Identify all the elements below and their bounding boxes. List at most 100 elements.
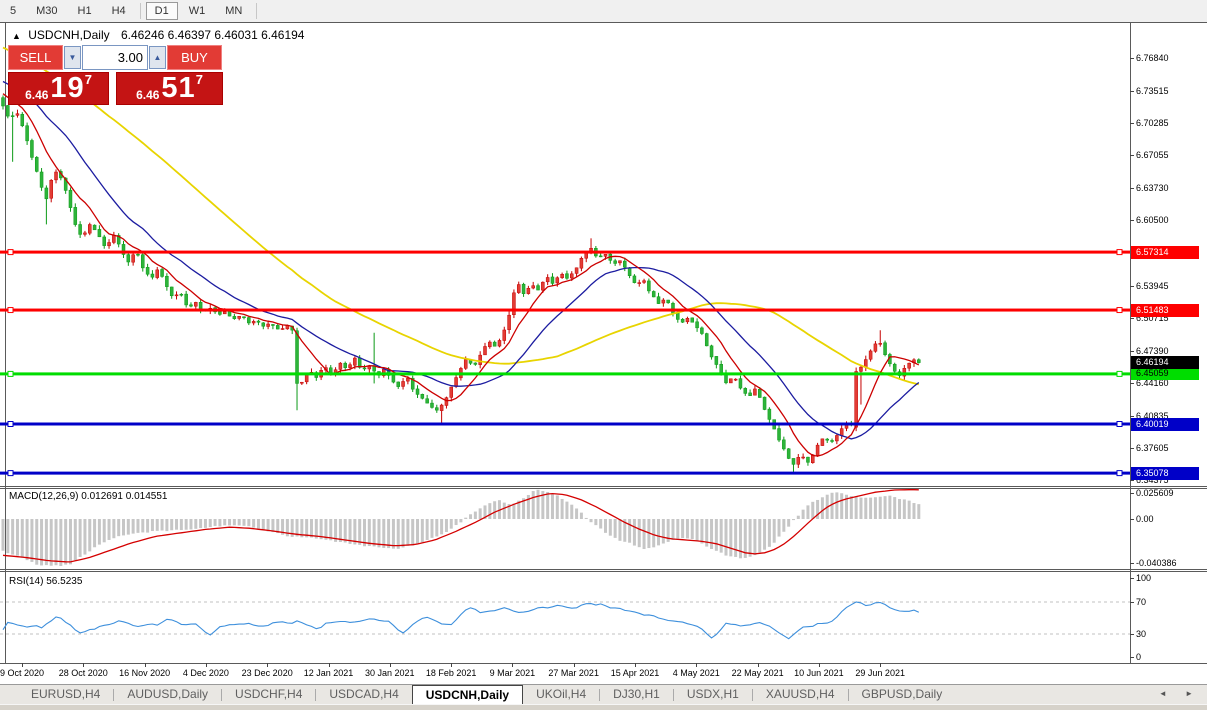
axis-tick-mark bbox=[1130, 634, 1134, 635]
tab-scroll-buttons: ◄ ► bbox=[1159, 689, 1201, 698]
axis-tick-mark bbox=[1130, 657, 1134, 658]
horizontal-level-line[interactable] bbox=[0, 249, 1130, 256]
tab-divider bbox=[113, 688, 115, 701]
sell-button[interactable]: SELL bbox=[8, 45, 63, 70]
date-tick-label: 27 Mar 2021 bbox=[548, 668, 599, 678]
toolbar-separator bbox=[139, 3, 141, 19]
price-chart[interactable] bbox=[0, 22, 1130, 486]
tab-UKOil[interactable]: UKOil,H4 bbox=[536, 687, 587, 701]
rsi-axis-tick-label: 0 bbox=[1136, 652, 1142, 662]
panel-splitter[interactable] bbox=[0, 569, 1207, 570]
buy-price-small: 6.46 bbox=[136, 88, 160, 102]
macd-label: MACD(12,26,9) 0.012691 0.014551 bbox=[9, 491, 168, 502]
date-tick-mark bbox=[83, 663, 85, 667]
price-axis-tick-label: 6.73515 bbox=[1136, 86, 1169, 97]
tab-divider bbox=[751, 688, 753, 701]
axis-tick-mark bbox=[1130, 415, 1134, 417]
timeframe-button-H1[interactable]: H1 bbox=[77, 5, 92, 17]
tab-USDCAD[interactable]: USDCAD,H4 bbox=[329, 687, 399, 701]
rsi-axis-tick-label: 70 bbox=[1136, 597, 1147, 607]
chart-quote-label: 6.46246 6.46397 6.46031 6.46194 bbox=[120, 28, 305, 42]
date-tick-label: 4 May 2021 bbox=[672, 668, 720, 678]
horizontal-level-line[interactable] bbox=[0, 307, 1130, 314]
volume-increase-button[interactable]: ▲ bbox=[149, 46, 166, 69]
date-tick-label: 18 Feb 2021 bbox=[425, 668, 477, 678]
axis-tick-mark bbox=[1130, 91, 1134, 93]
tab-bar: EURUSD,H4 AUDUSD,Daily USDCHF,H4 USDCAD,H4 U… bbox=[0, 684, 1207, 704]
axis-tick-mark bbox=[1130, 220, 1134, 222]
date-tick-mark bbox=[512, 663, 514, 667]
macd-chart[interactable] bbox=[0, 489, 1130, 568]
tab-GBPUSD[interactable]: GBPUSD,Daily bbox=[861, 687, 943, 701]
price-axis-tick-label: 6.63730 bbox=[1136, 183, 1169, 194]
sell-price-small: 6.46 bbox=[25, 88, 49, 102]
timeframe-button-W1[interactable]: W1 bbox=[188, 5, 206, 17]
tab-divider bbox=[672, 688, 674, 701]
macd-axis-tick-label: 0.025609 bbox=[1136, 488, 1174, 498]
status-strip bbox=[0, 704, 1207, 710]
axis-tick-mark bbox=[1130, 155, 1134, 157]
collapse-icon[interactable]: ▲ bbox=[12, 31, 21, 41]
axis-tick-mark bbox=[1130, 350, 1134, 352]
toolbar-separator bbox=[256, 3, 258, 19]
horizontal-level-line[interactable] bbox=[0, 370, 1130, 377]
buy-price-sup: 7 bbox=[195, 72, 203, 87]
tab-DJ30[interactable]: DJ30,H1 bbox=[613, 687, 660, 701]
tab-XAUUSD[interactable]: XAUUSD,H4 bbox=[765, 687, 835, 701]
date-tick-mark bbox=[573, 663, 575, 667]
macd-axis-tick-label: -0.040386 bbox=[1136, 558, 1177, 568]
date-tick-label: 28 Oct 2020 bbox=[58, 668, 108, 678]
level-price-label: 6.51483 bbox=[1131, 303, 1199, 317]
axis-tick-mark bbox=[1130, 563, 1134, 564]
panel-splitter[interactable] bbox=[0, 571, 1207, 572]
date-tick-label: 15 Apr 2021 bbox=[610, 668, 660, 678]
date-tick-mark bbox=[144, 663, 146, 667]
tab-USDCNH[interactable]: USDCNH,Daily bbox=[411, 685, 524, 704]
tab-EURUSD[interactable]: EURUSD,H4 bbox=[31, 687, 101, 701]
tab-divider bbox=[315, 688, 317, 701]
date-tick-label: 30 Jan 2021 bbox=[365, 668, 415, 678]
chart-symbol-label: USDCNH,Daily bbox=[28, 28, 110, 42]
tab-AUDUSD[interactable]: AUDUSD,Daily bbox=[127, 687, 209, 701]
buy-price-big: 51 bbox=[161, 72, 196, 104]
level-price-label: 6.57314 bbox=[1131, 245, 1199, 259]
timeframe-button-H4[interactable]: H4 bbox=[111, 5, 126, 17]
axis-tick-mark bbox=[1130, 123, 1134, 125]
date-tick-label: 9 Oct 2020 bbox=[0, 668, 45, 678]
panel-splitter[interactable] bbox=[0, 488, 1207, 489]
tab-USDX[interactable]: USDX,H1 bbox=[686, 687, 739, 701]
sell-price-display[interactable]: 6.46 19 7 bbox=[8, 72, 109, 105]
tab-USDCHF[interactable]: USDCHF,H4 bbox=[235, 687, 303, 701]
tab-divider bbox=[847, 688, 849, 701]
rsi-chart[interactable] bbox=[0, 572, 1130, 663]
volume-decrease-button[interactable]: ▼ bbox=[64, 46, 81, 69]
axis-tick-mark bbox=[1130, 285, 1134, 287]
date-tick-mark bbox=[389, 663, 391, 667]
buy-price-display[interactable]: 6.46 51 7 bbox=[116, 72, 223, 105]
tab-scroll-right-button[interactable]: ► bbox=[1185, 689, 1201, 698]
buy-button[interactable]: BUY bbox=[167, 45, 222, 70]
horizontal-level-line[interactable] bbox=[0, 421, 1130, 428]
volume-input[interactable] bbox=[82, 45, 148, 70]
tab-scroll-left-button[interactable]: ◄ bbox=[1158, 689, 1175, 698]
axis-tick-mark bbox=[1130, 480, 1134, 482]
date-tick-mark bbox=[635, 663, 636, 667]
horizontal-level-line[interactable] bbox=[0, 470, 1130, 477]
timeframe-button-5[interactable]: 5 bbox=[10, 5, 17, 17]
axis-tick-mark bbox=[1130, 317, 1134, 319]
timeframe-button-M30[interactable]: M30 bbox=[36, 5, 58, 17]
date-tick-label: 4 Dec 2020 bbox=[182, 668, 229, 678]
timeframe-button-MN[interactable]: MN bbox=[225, 5, 243, 17]
price-axis-tick-label: 6.53945 bbox=[1136, 280, 1169, 291]
date-tick-mark bbox=[818, 663, 820, 667]
axis-tick-mark bbox=[1130, 188, 1134, 190]
rsi-label: RSI(14) 56.5235 bbox=[9, 576, 83, 587]
panel-splitter[interactable] bbox=[0, 486, 1207, 487]
timeframe-button-D1[interactable]: D1 bbox=[145, 2, 178, 20]
date-tick-mark bbox=[880, 663, 882, 667]
rsi-axis-tick-label: 100 bbox=[1136, 573, 1152, 583]
date-tick-mark bbox=[696, 663, 698, 667]
price-axis-tick-label: 6.50715 bbox=[1136, 312, 1169, 323]
date-tick-mark bbox=[328, 663, 330, 667]
